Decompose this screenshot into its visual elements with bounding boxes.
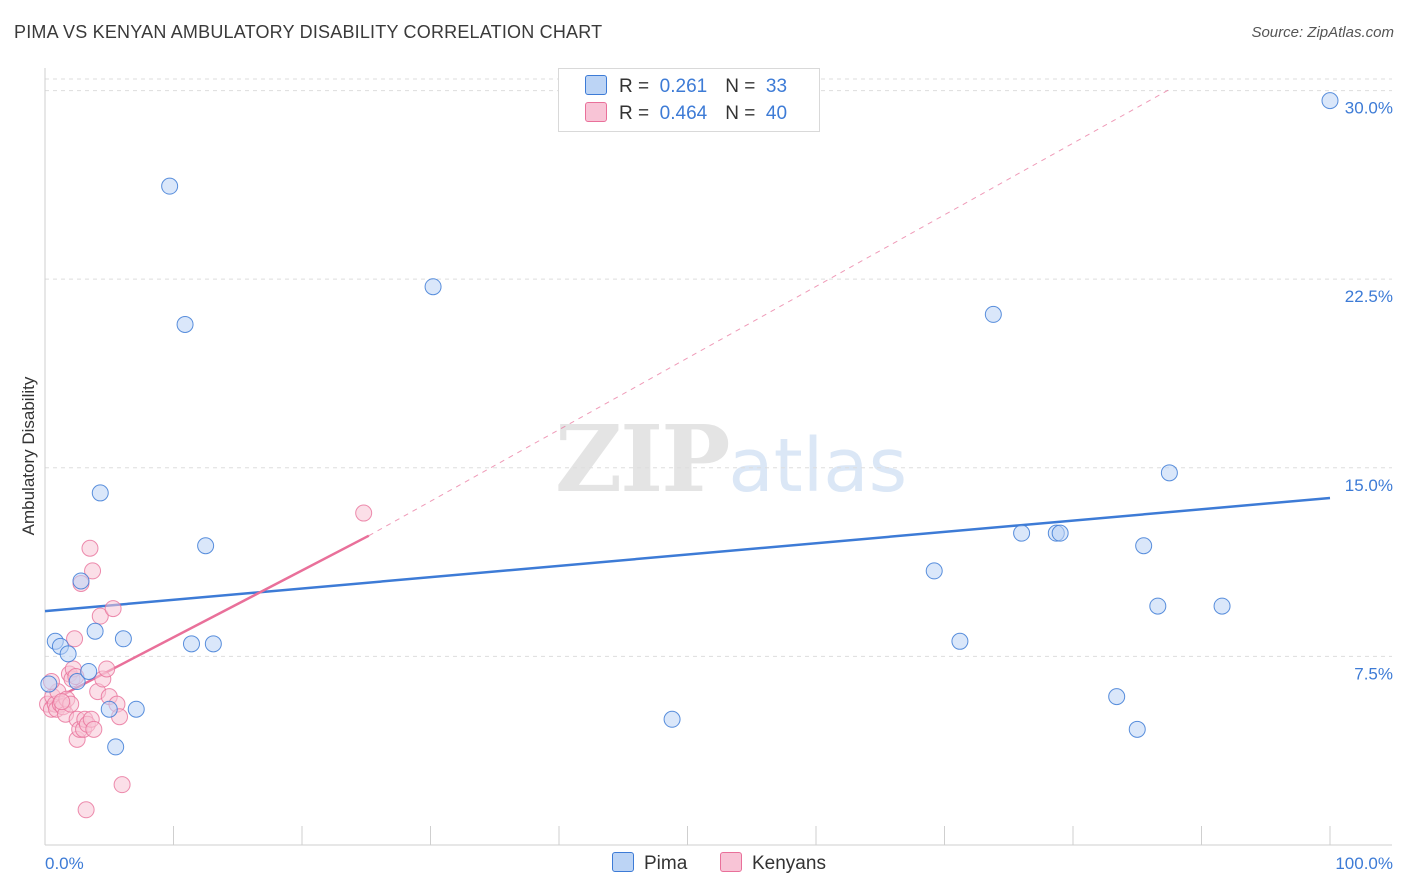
pima-point — [86, 622, 104, 640]
pima-point — [424, 278, 442, 296]
kenyans-r-label: R = — [619, 103, 650, 124]
kenyans-legend-swatch — [720, 852, 742, 872]
pima-n-value: 33 — [765, 76, 788, 97]
pima-point — [161, 177, 179, 195]
kenyans-point — [85, 720, 103, 738]
kenyans-point — [81, 539, 99, 557]
points-layer — [39, 92, 1339, 819]
legend-item-kenyans[interactable]: Kenyans — [720, 852, 826, 875]
pima-point — [127, 700, 145, 718]
pima-point — [204, 635, 222, 653]
legend-row-pima: R = 0.261 N = 33 — [585, 75, 787, 101]
kenyans-n-label: N = — [725, 103, 756, 124]
x-tick-label: 100.0% — [1335, 854, 1393, 873]
y-tick-label: 7.5% — [1354, 664, 1393, 683]
y-tick-label: 30.0% — [1345, 99, 1393, 118]
pima-point — [1149, 597, 1167, 615]
pima-point — [100, 700, 118, 718]
source-label: Source: ZipAtlas.com — [1251, 24, 1394, 41]
kenyans-point — [113, 776, 131, 794]
pima-point — [91, 484, 109, 502]
kenyans-point — [98, 660, 116, 678]
zipatlas-watermark: ZIPatlas — [555, 405, 907, 513]
pima-point — [1321, 92, 1339, 110]
pima-point — [1013, 524, 1031, 542]
pima-point — [197, 537, 215, 555]
pima-point — [59, 645, 77, 663]
watermark-atlas: atlas — [728, 423, 908, 509]
pima-point — [182, 635, 200, 653]
axis-layer — [44, 68, 1392, 846]
kenyans-point — [355, 504, 373, 522]
pima-point — [68, 673, 86, 691]
y-tick-label: 15.0% — [1345, 476, 1393, 495]
kenyans-point — [66, 630, 84, 648]
y-tick-label: 22.5% — [1345, 287, 1393, 306]
pima-swatch — [585, 75, 607, 95]
pima-trend-line — [44, 496, 1331, 613]
pima-point — [1128, 720, 1146, 738]
pima-n-label: N = — [725, 76, 756, 97]
kenyans-point — [84, 562, 102, 580]
correlation-legend: R = 0.261 N = 33 R = 0.464 N = 40 — [558, 68, 820, 132]
kenyans-r-value: 0.464 — [659, 103, 708, 124]
pima-point — [72, 572, 90, 590]
kenyans-point — [91, 607, 109, 625]
pima-point — [1051, 524, 1069, 542]
kenyans-legend-label: Kenyans — [752, 853, 826, 874]
pima-point — [80, 662, 98, 680]
trend-layer — [44, 87, 1331, 706]
pima-point — [107, 738, 125, 756]
pima-r-label: R = — [619, 76, 650, 97]
pima-point — [951, 632, 969, 650]
chart-title: PIMA VS KENYAN AMBULATORY DISABILITY COR… — [14, 22, 603, 42]
pima-point — [1160, 464, 1178, 482]
pima-point — [984, 305, 1002, 323]
pima-point — [663, 710, 681, 728]
pima-point — [925, 562, 943, 580]
grid-layer — [45, 78, 1392, 657]
kenyans-swatch — [585, 102, 607, 122]
pima-r-value: 0.261 — [659, 76, 708, 97]
pima-legend-label: Pima — [644, 853, 688, 874]
x-tick-label: 0.0% — [45, 854, 84, 873]
kenyans-point — [104, 600, 122, 618]
pima-point — [40, 675, 58, 693]
pima-point — [1135, 537, 1153, 555]
pima-point — [114, 630, 132, 648]
kenyans-point — [53, 693, 71, 711]
pima-point — [1213, 597, 1231, 615]
kenyans-n-value: 40 — [765, 103, 788, 124]
label-layer: 7.5% 15.0% 22.5% 30.0% 0.0% 100.0% Ambulatory … — [19, 99, 1393, 873]
pima-point — [176, 315, 194, 333]
kenyans-point — [77, 801, 95, 819]
legend-row-kenyans: R = 0.464 N = 40 — [585, 102, 787, 128]
watermark-zip: ZIP — [555, 405, 730, 513]
y-axis-label: Ambulatory Disability — [19, 376, 38, 535]
kenyans-trend-extension — [368, 87, 1173, 537]
pima-point — [1108, 688, 1126, 706]
pima-legend-swatch — [612, 852, 634, 872]
legend-item-pima[interactable]: Pima — [612, 852, 687, 875]
